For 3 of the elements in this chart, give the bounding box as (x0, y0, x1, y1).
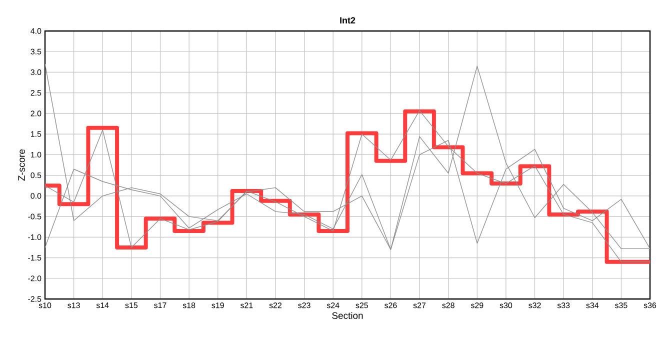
x-axis-title: Section (332, 312, 363, 319)
y-axis-title: Z-score (18, 149, 25, 181)
chart-title: Int2 (340, 17, 356, 24)
